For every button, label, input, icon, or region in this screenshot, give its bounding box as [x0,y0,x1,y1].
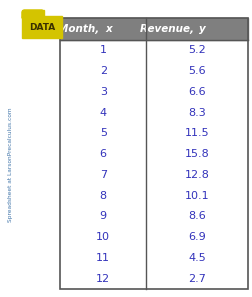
Bar [60,18,248,40]
Text: Revenue,: Revenue, [140,24,197,34]
Bar [60,165,248,185]
Text: 8.3: 8.3 [188,108,206,118]
Text: 2: 2 [100,66,107,76]
Text: Month,: Month, [58,24,103,34]
Text: 10: 10 [96,232,110,242]
Bar [60,247,248,268]
Text: y: y [199,24,206,34]
Text: 6.9: 6.9 [188,232,206,242]
Text: Spreadsheet at LarsonPrecalculus.com: Spreadsheet at LarsonPrecalculus.com [9,107,14,222]
Polygon shape [22,10,44,18]
Text: 10.1: 10.1 [185,191,210,201]
Text: 4: 4 [100,108,107,118]
Text: 4.5: 4.5 [188,253,206,263]
Text: 5.2: 5.2 [188,45,206,55]
Bar [60,18,248,289]
Text: x: x [105,24,112,34]
Bar [22,10,44,18]
Bar [60,185,248,206]
Bar [60,227,248,247]
Text: 6: 6 [100,149,107,159]
Bar [60,144,248,165]
Text: 12: 12 [96,274,110,284]
Text: DATA: DATA [29,23,55,31]
Text: 1: 1 [100,45,107,55]
Bar [60,40,248,61]
Bar [60,268,248,289]
Text: 11.5: 11.5 [185,128,210,138]
Bar [60,102,248,123]
Text: 9: 9 [100,211,107,221]
Text: 2.7: 2.7 [188,274,206,284]
Text: 5.6: 5.6 [188,66,206,76]
Bar [60,81,248,102]
Text: 6.6: 6.6 [188,87,206,97]
Text: 11: 11 [96,253,110,263]
Text: 7: 7 [100,170,107,180]
Text: 12.8: 12.8 [185,170,210,180]
Text: 15.8: 15.8 [185,149,210,159]
Text: 5: 5 [100,128,107,138]
Text: 8.6: 8.6 [188,211,206,221]
Bar [60,61,248,81]
Text: 8: 8 [100,191,107,201]
Bar [22,16,62,38]
Text: 3: 3 [100,87,107,97]
Bar [60,123,248,144]
Bar [60,206,248,227]
